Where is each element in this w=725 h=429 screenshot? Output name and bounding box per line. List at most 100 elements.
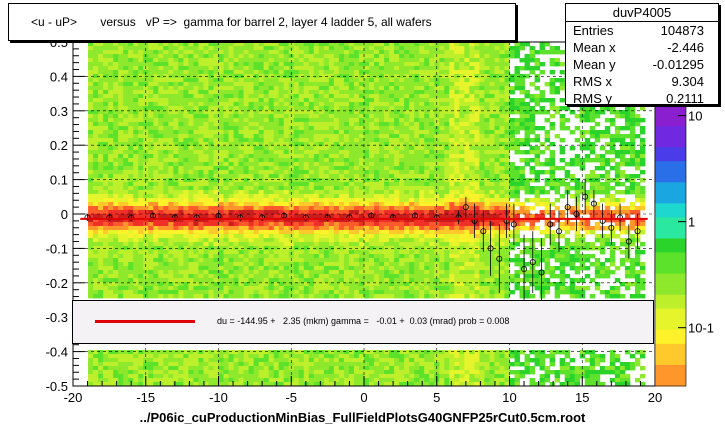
heatmap-cell <box>419 174 425 179</box>
heatmap-cell <box>374 366 380 371</box>
heatmap-cell <box>218 70 224 75</box>
heatmap-cell <box>93 74 99 79</box>
heatmap-cell <box>338 78 345 83</box>
heatmap-cell <box>424 130 430 135</box>
heatmap-cell <box>313 370 320 375</box>
heatmap-cell <box>118 82 124 87</box>
heatmap-cell <box>429 150 435 155</box>
heatmap-cell <box>208 62 214 67</box>
heatmap-cell <box>223 130 229 135</box>
heatmap-cell <box>153 362 159 367</box>
heatmap-cell <box>163 286 169 291</box>
heatmap-cell <box>328 374 335 379</box>
heatmap-cell <box>379 350 385 355</box>
heatmap-cell <box>113 146 119 151</box>
heatmap-cell <box>343 126 350 131</box>
heatmap-cell <box>399 374 405 379</box>
heatmap-cell <box>188 154 194 159</box>
heatmap-cell <box>293 138 300 143</box>
heatmap-cell <box>218 194 224 199</box>
heatmap-cell <box>263 98 270 103</box>
heatmap-cell <box>153 370 159 375</box>
heatmap-cell <box>338 382 345 387</box>
heatmap-cell <box>303 206 310 211</box>
heatmap-cell <box>248 46 255 51</box>
heatmap-cell <box>93 154 99 159</box>
heatmap-cell <box>143 194 149 199</box>
heatmap-cell <box>288 206 295 211</box>
heatmap-cell <box>414 230 420 235</box>
heatmap-cell <box>193 202 199 207</box>
heatmap-cell <box>348 98 355 103</box>
heatmap-cell <box>193 226 199 231</box>
heatmap-cell <box>394 350 400 355</box>
heatmap-cell <box>108 262 114 267</box>
heatmap-cell <box>88 366 94 371</box>
heatmap-cell <box>313 106 320 111</box>
heatmap-cell <box>394 174 400 179</box>
heatmap-cell <box>409 118 415 123</box>
heatmap-cell <box>358 110 365 115</box>
heatmap-cell <box>424 378 430 383</box>
heatmap-cell <box>384 234 390 239</box>
heatmap-cell <box>283 382 290 387</box>
heatmap-cell <box>233 358 239 363</box>
heatmap-cell <box>389 278 395 283</box>
heatmap-cell <box>389 54 395 59</box>
heatmap-cell <box>323 66 330 71</box>
heatmap-cell <box>414 290 420 295</box>
heatmap-cell <box>384 194 390 199</box>
heatmap-cell <box>88 162 94 167</box>
heatmap-cell <box>108 78 114 83</box>
heatmap-cell <box>308 42 315 47</box>
heatmap-cell <box>153 142 159 147</box>
heatmap-cell <box>348 242 355 247</box>
heatmap-cell <box>313 82 320 87</box>
heatmap-cell <box>103 50 109 55</box>
heatmap-cell <box>409 210 415 215</box>
heatmap-cell <box>103 186 109 191</box>
heatmap-cell <box>394 90 400 95</box>
heatmap-cell <box>158 278 164 283</box>
heatmap-cell <box>308 174 315 179</box>
heatmap-cell <box>193 130 199 135</box>
heatmap-cell <box>148 238 154 243</box>
heatmap-cell <box>213 250 219 255</box>
heatmap-cell <box>133 230 139 235</box>
heatmap-cell <box>318 234 325 239</box>
heatmap-cell <box>218 266 224 271</box>
heatmap-cell <box>338 106 345 111</box>
heatmap-cell <box>203 378 209 383</box>
heatmap-cell <box>343 246 350 251</box>
heatmap-cell <box>278 166 285 171</box>
heatmap-cell <box>409 366 415 371</box>
heatmap-cell <box>353 226 360 231</box>
heatmap-cell <box>394 154 400 159</box>
heatmap-cell <box>198 158 204 163</box>
heatmap-cell <box>273 206 280 211</box>
heatmap-cell <box>118 134 124 139</box>
heatmap-cell <box>213 354 219 359</box>
heatmap-cell <box>223 110 229 115</box>
heatmap-cell <box>188 238 194 243</box>
heatmap-cell <box>143 50 149 55</box>
heatmap-cell <box>389 270 395 275</box>
heatmap-cell <box>148 226 154 231</box>
heatmap-cell <box>233 214 239 219</box>
heatmap-cell <box>374 138 380 143</box>
heatmap-cell <box>233 250 239 255</box>
heatmap-cell <box>424 198 430 203</box>
heatmap-cell <box>88 146 94 151</box>
heatmap-cell <box>258 274 265 279</box>
heatmap-cell <box>318 154 325 159</box>
heatmap-cell <box>233 54 239 59</box>
heatmap-cell <box>93 134 99 139</box>
heatmap-cell <box>158 214 164 219</box>
heatmap-cell <box>243 286 250 291</box>
heatmap-cell <box>313 166 320 171</box>
heatmap-cell <box>208 282 214 287</box>
heatmap-cell <box>268 230 275 235</box>
heatmap-cell <box>323 290 330 295</box>
heatmap-cell <box>128 222 134 227</box>
heatmap-cell <box>394 110 400 115</box>
